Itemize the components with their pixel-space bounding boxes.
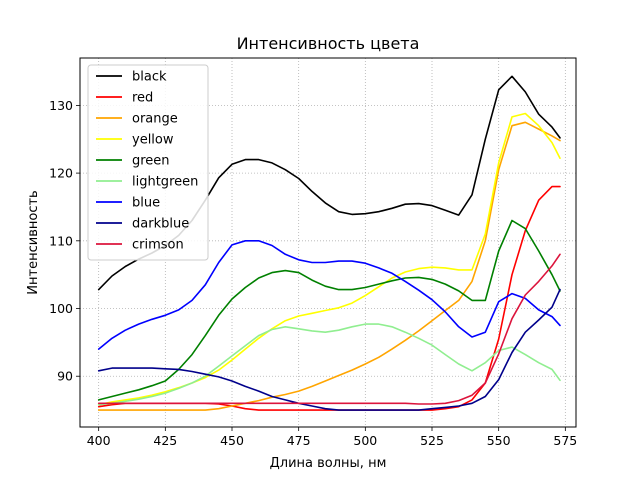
y-tick-label: 90 (57, 369, 73, 384)
y-tick-label: 100 (49, 301, 73, 316)
x-tick-label: 425 (153, 433, 177, 448)
y-axis-title: Интенсивность (26, 190, 41, 294)
x-tick-label: 400 (87, 433, 111, 448)
legend-label: yellow (132, 133, 174, 148)
chart-title: Интенсивность цвета (237, 34, 420, 53)
x-tick-label: 450 (220, 433, 244, 448)
series-line-orange (97, 121, 561, 411)
x-tick-label: 550 (487, 433, 511, 448)
series-line-crimson (97, 253, 561, 405)
legend-label: blue (132, 196, 160, 211)
legend-label: black (132, 70, 167, 85)
series-line-green (97, 219, 561, 401)
tick-layer: 400 425 450 475 500 525 550 575 90 100 110 120 130 (49, 98, 577, 448)
plot-frame (79, 57, 577, 428)
legend-box (87, 64, 209, 261)
series-line-blue (97, 240, 561, 350)
x-axis-title: Длина волны, нм (270, 456, 387, 471)
series-line-lightgreen (97, 323, 561, 406)
legend-label: green (132, 154, 170, 169)
legend-label: crimson (132, 238, 184, 253)
y-tick-label: 120 (49, 166, 73, 181)
legend-label: darkblue (132, 217, 189, 232)
x-tick-label: 475 (287, 433, 311, 448)
legend-label: orange (132, 112, 178, 127)
y-tick-label: 130 (49, 98, 73, 113)
x-tick-label: 500 (353, 433, 377, 448)
legend-label: lightgreen (132, 175, 198, 190)
x-tick-label: 525 (420, 433, 444, 448)
legend-label: red (132, 91, 153, 106)
series-line-darkblue (97, 288, 561, 411)
x-tick-label: 575 (553, 433, 577, 448)
legend: black red orange yellow green lightgreen blue d… (87, 64, 209, 261)
y-tick-label: 110 (49, 233, 73, 248)
